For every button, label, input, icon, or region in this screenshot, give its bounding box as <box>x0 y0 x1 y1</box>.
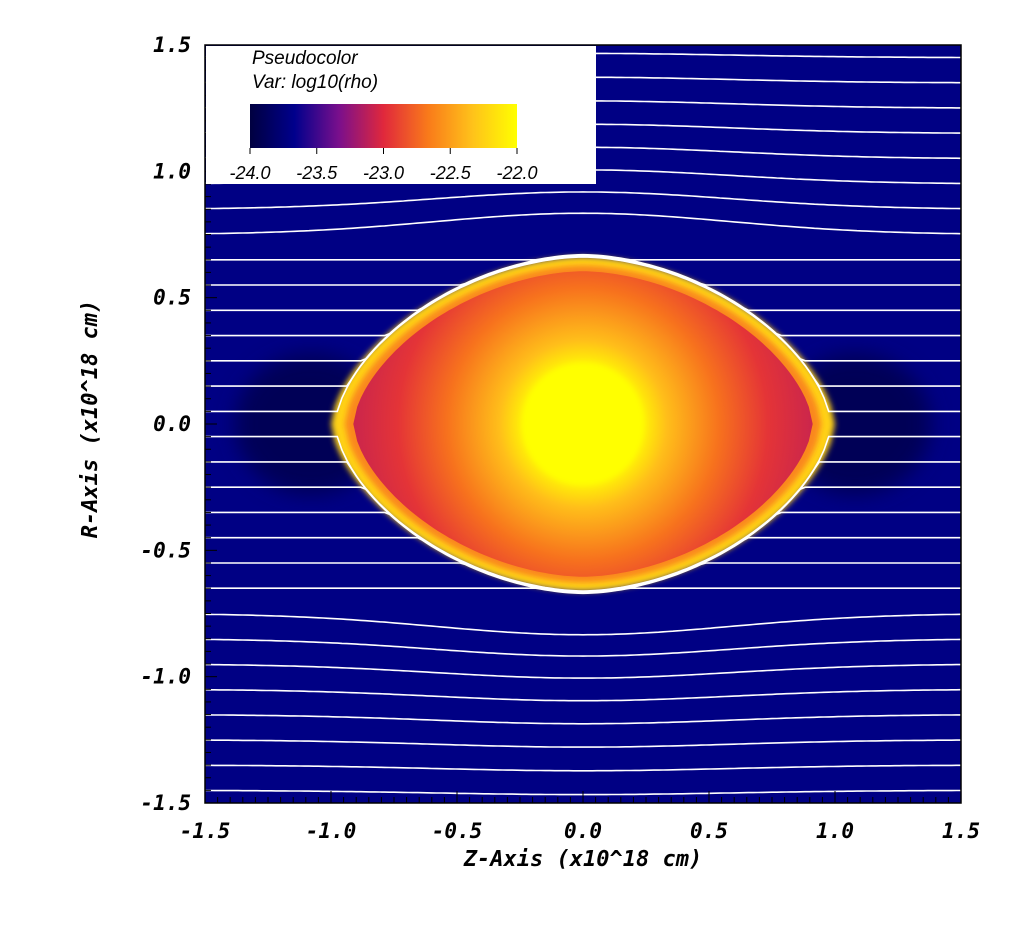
x-tick-label: 1.5 <box>942 819 980 843</box>
legend: Pseudocolor Var: log10(rho) -24.0 -23.5 -2… <box>206 46 596 184</box>
y-tick-label: 1.5 <box>153 33 191 57</box>
x-tick-label: 0.5 <box>690 819 728 843</box>
colorbar <box>250 104 517 148</box>
x-tick-label: -0.5 <box>432 819 483 843</box>
y-tick-label: 0.0 <box>153 412 191 436</box>
x-tick-label: -1.0 <box>306 819 357 843</box>
colorbar-ticks: -24.0 -23.5 -23.0 -22.5 -22.0 <box>229 148 538 183</box>
y-tick-label: -1.5 <box>140 791 191 815</box>
colorbar-tick-label: -23.5 <box>296 163 338 183</box>
y-tick-label: -0.5 <box>140 538 191 562</box>
field-line <box>205 663 961 679</box>
field-line <box>205 256 961 413</box>
colorbar-tick-label: -22.5 <box>430 163 472 183</box>
x-tick-label: 0.0 <box>564 819 602 843</box>
field-line <box>205 638 961 657</box>
field-line <box>205 212 961 235</box>
y-axis-title: R-Axis (x10^18 cm) <box>78 300 103 538</box>
legend-title: Pseudocolor <box>252 48 358 69</box>
field-line <box>205 688 961 702</box>
field-line <box>205 764 961 772</box>
legend-variable: Var: log10(rho) <box>252 72 378 93</box>
y-tick-label: -1.0 <box>140 665 191 689</box>
dense-core <box>522 363 644 485</box>
x-axis: -1.5 -1.0 -0.5 0.0 0.5 1.0 1.5 <box>180 791 980 843</box>
y-tick-label: 1.0 <box>153 159 191 183</box>
field-line <box>205 587 961 595</box>
x-axis-title: Z-Axis (x10^18 cm) <box>463 847 702 872</box>
colorbar-tick-label: -22.0 <box>496 163 537 183</box>
field-line <box>205 613 961 636</box>
field-line <box>205 191 961 210</box>
density-shell <box>331 256 835 592</box>
field-line <box>205 739 961 748</box>
colorbar-tick-label: -24.0 <box>229 163 270 183</box>
x-tick-label: 1.0 <box>816 819 854 843</box>
x-tick-label: -1.5 <box>180 819 231 843</box>
y-tick-label: 0.5 <box>153 286 191 310</box>
field-line <box>205 714 961 725</box>
colorbar-tick-label: -23.0 <box>363 163 404 183</box>
